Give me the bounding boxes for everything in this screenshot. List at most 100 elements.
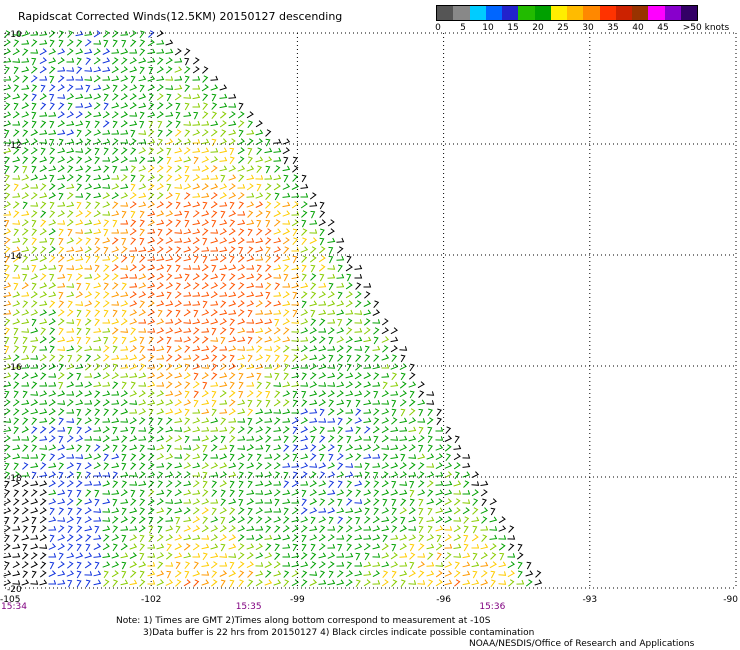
wind-barb (31, 84, 38, 93)
wind-barb (229, 372, 236, 380)
wind-barb (4, 336, 10, 345)
wind-barb (102, 480, 111, 487)
wind-barb (391, 525, 398, 533)
wind-barb (354, 291, 362, 299)
wind-barb (363, 417, 372, 423)
wind-barb (48, 282, 57, 289)
wind-barb (84, 30, 93, 36)
wind-barb (192, 129, 201, 136)
wind-barb (354, 264, 363, 270)
wind-barb (94, 300, 101, 308)
wind-barb (228, 309, 237, 315)
wind-barb (264, 417, 273, 423)
wind-barb (12, 175, 21, 180)
wind-barb (165, 201, 173, 209)
wind-barb (202, 552, 208, 561)
wind-barb (57, 75, 65, 83)
wind-barb (372, 525, 381, 532)
wind-barb (111, 301, 120, 306)
wind-barb (453, 553, 462, 558)
wind-barb (121, 507, 127, 516)
wind-barb (471, 534, 479, 542)
wind-barb (246, 165, 255, 172)
wind-barb (39, 426, 47, 434)
wind-barb (147, 498, 155, 506)
wind-barb (228, 498, 237, 505)
wind-barb (346, 273, 352, 282)
wind-barb (192, 228, 201, 235)
wind-barb (363, 436, 372, 441)
wind-barb (210, 229, 219, 234)
wind-barb (246, 561, 254, 569)
wind-barb (220, 273, 226, 282)
wind-barb (201, 120, 210, 126)
wind-barb (435, 427, 444, 432)
wind-barb (76, 282, 82, 291)
wind-barb (165, 399, 174, 406)
wind-barb (76, 525, 83, 533)
wind-barb (58, 228, 64, 237)
wind-barb (246, 273, 255, 280)
wind-barb (39, 570, 47, 578)
wind-barb (40, 273, 47, 281)
wind-barb (174, 66, 183, 73)
wind-barb (13, 345, 20, 353)
wind-barb (94, 417, 101, 426)
wind-barb (85, 282, 91, 291)
legend-swatch (453, 6, 470, 20)
wind-barb (111, 318, 120, 325)
wind-barb (13, 327, 19, 336)
wind-barb (508, 543, 515, 551)
wind-barb (30, 364, 39, 369)
wind-barb (264, 228, 272, 236)
wind-barb (291, 489, 300, 496)
wind-barb (157, 525, 163, 534)
wind-barb (417, 561, 425, 569)
note-line-2: 3)Data buffer is 22 hrs from 20150127 4)… (143, 628, 535, 638)
wind-barb (318, 489, 327, 496)
wind-barb (156, 570, 165, 577)
wind-barb (183, 372, 191, 380)
wind-barb (13, 462, 19, 471)
wind-barb (390, 363, 399, 370)
wind-barb (93, 84, 102, 91)
wind-barb (202, 255, 208, 264)
wind-barb (364, 507, 370, 516)
wind-barb (139, 300, 146, 309)
wind-barb (139, 417, 146, 425)
wind-barb (112, 309, 118, 318)
wind-barb (84, 76, 93, 81)
wind-barb (174, 399, 182, 407)
wind-barb (282, 381, 291, 388)
wind-barb (319, 237, 325, 246)
wind-barb (165, 85, 174, 90)
wind-barb (228, 138, 236, 146)
wind-barb (111, 66, 119, 74)
wind-barb (112, 444, 118, 453)
wind-barb (228, 363, 236, 371)
wind-barb (498, 516, 506, 524)
wind-barb (30, 498, 39, 505)
wind-barb (22, 120, 29, 128)
wind-barb (399, 570, 408, 577)
wind-barb (354, 300, 362, 308)
wind-barb (228, 120, 237, 127)
wind-barb (345, 264, 353, 272)
wind-barb (85, 543, 91, 552)
wind-barb (274, 471, 281, 479)
wind-barb (112, 480, 119, 489)
wind-barb (103, 309, 109, 318)
wind-barb (246, 219, 255, 226)
wind-barb (273, 570, 282, 577)
wind-barb (300, 364, 309, 369)
wind-barb (444, 489, 453, 496)
wind-barb (139, 219, 145, 228)
wind-barb (129, 66, 138, 73)
wind-barb (3, 570, 12, 577)
wind-barb (102, 201, 111, 208)
wind-barb (219, 525, 227, 533)
wind-barb (76, 183, 83, 192)
wind-barb (274, 498, 280, 507)
wind-barb (184, 381, 191, 389)
wind-barb (139, 579, 146, 587)
